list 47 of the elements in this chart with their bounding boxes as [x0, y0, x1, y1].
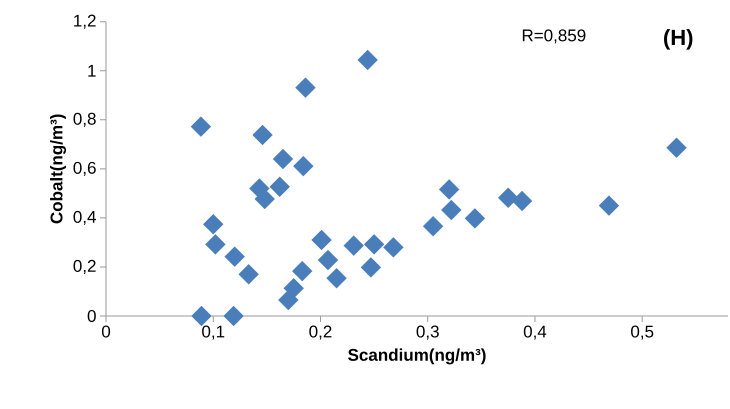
point — [364, 234, 384, 255]
point — [498, 188, 518, 208]
x-tick-label: 0,1 — [202, 326, 224, 340]
y-tick-label: 0,8 — [74, 112, 96, 127]
point — [224, 246, 245, 267]
point — [295, 77, 316, 98]
annotation: (H) — [664, 29, 692, 50]
x-tick-label: 0,2 — [309, 326, 332, 340]
y-tick-label: 1 — [88, 64, 96, 77]
point — [238, 264, 259, 284]
point — [270, 176, 290, 197]
point — [441, 200, 462, 220]
annotation: R=0,859 — [522, 29, 586, 44]
point — [252, 124, 273, 146]
point — [190, 116, 212, 137]
x-tick-label: 0,4 — [524, 326, 546, 340]
point — [272, 148, 294, 170]
point — [293, 156, 314, 176]
y-tick-label: 1,2 — [74, 14, 96, 29]
point — [223, 306, 244, 326]
x-axis-title: Scandium(ng/m³) — [348, 348, 486, 364]
point — [438, 179, 460, 200]
x-tick-label: 0,3 — [416, 326, 439, 340]
y-tick-label: 0,6 — [74, 162, 96, 176]
point — [311, 230, 332, 250]
point — [422, 216, 444, 236]
point — [318, 250, 338, 270]
point — [292, 260, 312, 282]
point — [357, 50, 378, 70]
point — [598, 195, 620, 216]
point — [205, 234, 226, 255]
x-tick-label: 0,5 — [631, 326, 654, 340]
point — [283, 278, 304, 298]
point — [191, 306, 212, 326]
x-tick-label: 0 — [102, 326, 110, 338]
point — [360, 257, 382, 278]
point — [464, 208, 486, 229]
y-tick-label: 0,4 — [74, 210, 96, 225]
point — [512, 190, 532, 212]
y-tick-label: 0 — [88, 310, 96, 322]
point — [666, 138, 687, 158]
y-tick-label: 0,2 — [74, 260, 96, 274]
point — [326, 268, 347, 288]
y-axis-title: Cobalt(ng/m³) — [50, 114, 66, 224]
point — [203, 214, 224, 234]
point — [344, 235, 364, 256]
point — [383, 237, 404, 258]
